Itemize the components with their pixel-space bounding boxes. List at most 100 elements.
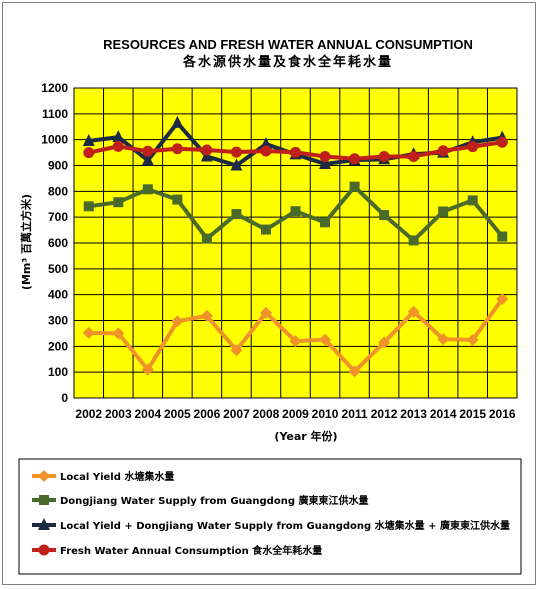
- legend-swatch-marker: [39, 495, 49, 505]
- data-point: [437, 333, 450, 346]
- data-point: [230, 158, 243, 171]
- legend: Local Yield 水塘集水量 Dongjiang Water Supply …: [32, 470, 510, 557]
- x-tick-label: 2005: [164, 407, 191, 421]
- data-point: [348, 365, 361, 378]
- data-point: [113, 197, 124, 208]
- data-point: [230, 344, 243, 357]
- data-point: [230, 146, 242, 158]
- chart-title: RESOURCES AND FRESH WATER ANNUAL CONSUMP…: [103, 37, 473, 52]
- data-point: [438, 206, 449, 217]
- data-point: [378, 336, 391, 349]
- y-tick-label: 700: [48, 210, 68, 224]
- x-tick-label: 2014: [430, 407, 457, 421]
- data-point: [496, 136, 508, 148]
- data-point: [467, 141, 479, 153]
- data-point: [82, 326, 95, 339]
- x-tick-label: 2006: [194, 407, 221, 421]
- data-point: [408, 150, 420, 162]
- data-point: [319, 156, 332, 169]
- data-point: [437, 145, 449, 157]
- legend-item: Fresh Water Annual Consumption 食水全年耗水量: [32, 544, 322, 557]
- y-tick-label: 500: [48, 262, 68, 276]
- series-4: [83, 136, 508, 165]
- data-point: [497, 231, 508, 242]
- legend-swatch-marker: [38, 518, 50, 530]
- x-axis-label: (Year 年份): [274, 429, 337, 443]
- data-point: [349, 181, 360, 192]
- y-tick-label: 600: [48, 236, 68, 250]
- y-tick-label: 300: [48, 314, 68, 328]
- data-point: [83, 201, 94, 212]
- legend-label: Dongjiang Water Supply from Guangdong 廣東…: [60, 494, 368, 507]
- data-point: [407, 305, 420, 318]
- data-point: [319, 333, 332, 346]
- legend-item: Local Yield + Dongjiang Water Supply fro…: [32, 518, 510, 532]
- x-tick-label: 2016: [489, 407, 516, 421]
- y-tick-label: 1000: [41, 133, 68, 147]
- y-tick-label: 900: [48, 159, 68, 173]
- y-tick-label: 1100: [42, 107, 68, 121]
- data-point: [289, 335, 302, 348]
- y-tick-label: 200: [48, 339, 68, 353]
- data-point: [408, 235, 419, 246]
- data-point: [141, 363, 154, 376]
- x-axis-ticks: 2002 2003 2004 2005 2006 2007 2008 2009 2010 2011…: [75, 407, 515, 421]
- y-tick-label: 400: [48, 288, 68, 302]
- legend-label: Fresh Water Annual Consumption 食水全年耗水量: [60, 544, 322, 557]
- data-point: [142, 145, 154, 157]
- legend-swatch-marker: [38, 544, 50, 556]
- x-tick-label: 2009: [282, 407, 309, 421]
- data-point: [112, 140, 124, 152]
- x-tick-label: 2013: [400, 407, 427, 421]
- data-point: [231, 209, 242, 220]
- data-point: [201, 144, 213, 156]
- data-point: [112, 327, 125, 340]
- data-point: [259, 137, 272, 150]
- x-tick-label: 2012: [371, 407, 398, 421]
- y-axis-label: (Mm³ 百萬立方米): [19, 194, 33, 290]
- legend-label: Local Yield 水塘集水量: [60, 470, 174, 483]
- x-tick-label: 2004: [134, 407, 161, 421]
- y-tick-label: 1200: [41, 81, 68, 95]
- data-point: [112, 130, 125, 143]
- data-point: [142, 184, 153, 195]
- data-point: [171, 115, 184, 128]
- data-point: [171, 315, 184, 328]
- data-point: [83, 147, 95, 159]
- data-point: [200, 309, 213, 322]
- data-point: [466, 333, 479, 346]
- data-point: [349, 153, 361, 165]
- legend-item: Local Yield 水塘集水量: [32, 470, 174, 483]
- y-tick-label: 0: [61, 391, 68, 405]
- data-point: [378, 150, 390, 162]
- data-point: [259, 306, 272, 319]
- data-point: [172, 194, 183, 205]
- data-point: [467, 195, 478, 206]
- x-tick-label: 2003: [105, 407, 132, 421]
- legend-swatch-marker: [38, 470, 50, 482]
- data-point: [201, 233, 212, 244]
- x-tick-label: 2002: [75, 407, 102, 421]
- chart-subtitle: 各水源供水量及食水全年耗水量: [182, 54, 393, 70]
- data-point: [496, 293, 509, 306]
- data-point: [290, 206, 301, 217]
- data-point: [260, 145, 272, 157]
- data-point: [290, 146, 301, 158]
- data-point: [171, 143, 183, 155]
- x-tick-label: 2007: [223, 407, 250, 421]
- data-point: [82, 133, 95, 146]
- legend-label: Local Yield + Dongjiang Water Supply fro…: [60, 519, 510, 532]
- x-tick-label: 2011: [342, 407, 368, 421]
- data-point: [320, 217, 331, 228]
- y-tick-label: 100: [48, 365, 68, 379]
- data-point: [260, 224, 271, 235]
- data-point: [379, 210, 390, 221]
- y-axis-ticks: 0 100 200 300 400 500 600 700 800 900 1000 1100 1200: [41, 81, 68, 405]
- data-point: [319, 150, 331, 162]
- legend-item: Dongjiang Water Supply from Guangdong 廣東…: [32, 494, 368, 507]
- x-tick-label: 2010: [312, 407, 339, 421]
- y-tick-label: 800: [48, 184, 68, 198]
- legend-box: [18, 458, 522, 575]
- x-tick-label: 2008: [253, 407, 280, 421]
